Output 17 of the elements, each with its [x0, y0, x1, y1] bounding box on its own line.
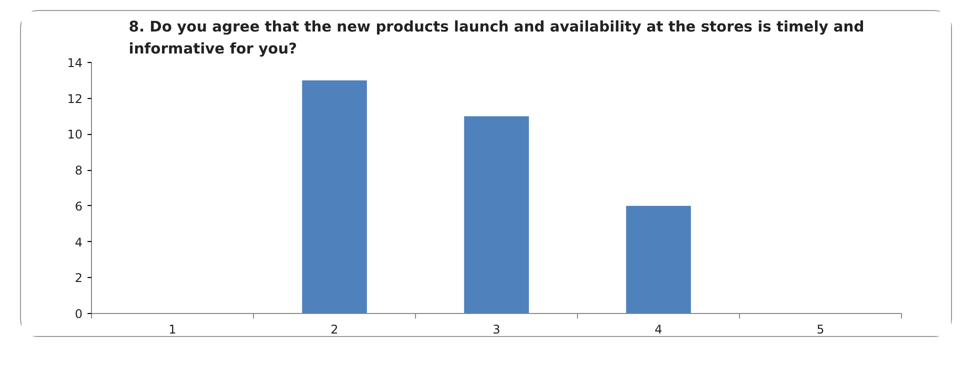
x-tick-label: 2: [330, 322, 338, 336]
x-tick-label: 1: [168, 322, 176, 336]
y-tick-label: 12: [67, 92, 83, 106]
y-tick-label: 14: [67, 56, 83, 70]
y-tick-label: 6: [74, 199, 83, 214]
x-tick-label: 4: [654, 322, 662, 336]
x-tick-label: 3: [492, 322, 500, 336]
bar: [626, 206, 691, 314]
chart-title: 8. Do you agree that the new products launch and availability at the stores is timely and informative for you?: [128, 18, 864, 58]
y-tick-label: 2: [74, 271, 83, 286]
y-tick-label: 8: [74, 164, 83, 178]
x-tick-label: 5: [816, 322, 824, 336]
bar: [464, 116, 529, 314]
y-tick-label: 0: [74, 307, 83, 321]
bar: [302, 80, 367, 314]
y-tick-label: 10: [67, 128, 83, 142]
y-tick-label: 4: [74, 235, 83, 250]
